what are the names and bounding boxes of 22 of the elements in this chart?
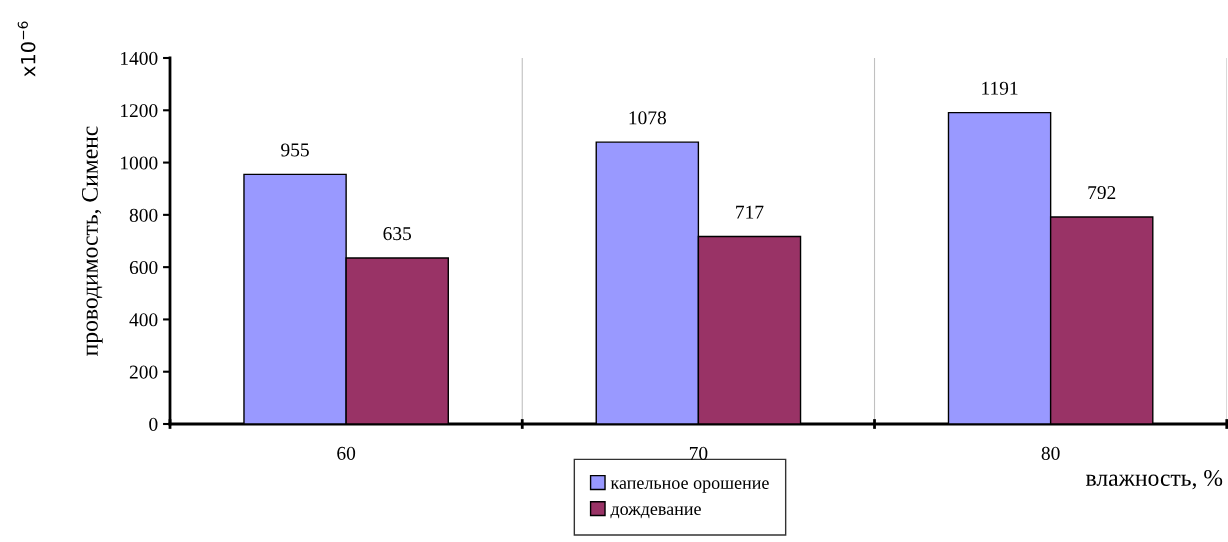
data-label: 955 xyxy=(281,143,309,157)
y-tick-label: 400 xyxy=(129,313,158,327)
y-axis-title: проводимость, Сименс xyxy=(81,126,103,356)
y-tick-label: 1200 xyxy=(121,104,158,118)
text: x10$^{−6}$ xyxy=(17,21,36,77)
x-tick-label: 60 xyxy=(337,446,356,460)
x-tick-label: 80 xyxy=(1041,446,1060,460)
data-label: 635 xyxy=(383,227,412,241)
data-label: 792 xyxy=(1088,186,1116,200)
y-tick-label: 1000 xyxy=(121,156,158,170)
y-tick-label: 200 xyxy=(129,365,158,379)
legend-label: дождевание xyxy=(610,506,701,519)
y-tick-label: 1400 xyxy=(121,51,158,65)
data-label: 1078 xyxy=(629,111,667,125)
legend-label: капельное орошение xyxy=(610,480,769,493)
data-label: 717 xyxy=(736,205,764,219)
data-label: 1191 xyxy=(982,81,1018,95)
x-axis-title: влажность, % xyxy=(1085,469,1223,490)
y-tick-label: 0 xyxy=(149,417,158,431)
x-tick-label: 70 xyxy=(689,446,708,460)
y-tick-label: 800 xyxy=(129,208,158,222)
y-tick-label: 600 xyxy=(129,260,158,275)
